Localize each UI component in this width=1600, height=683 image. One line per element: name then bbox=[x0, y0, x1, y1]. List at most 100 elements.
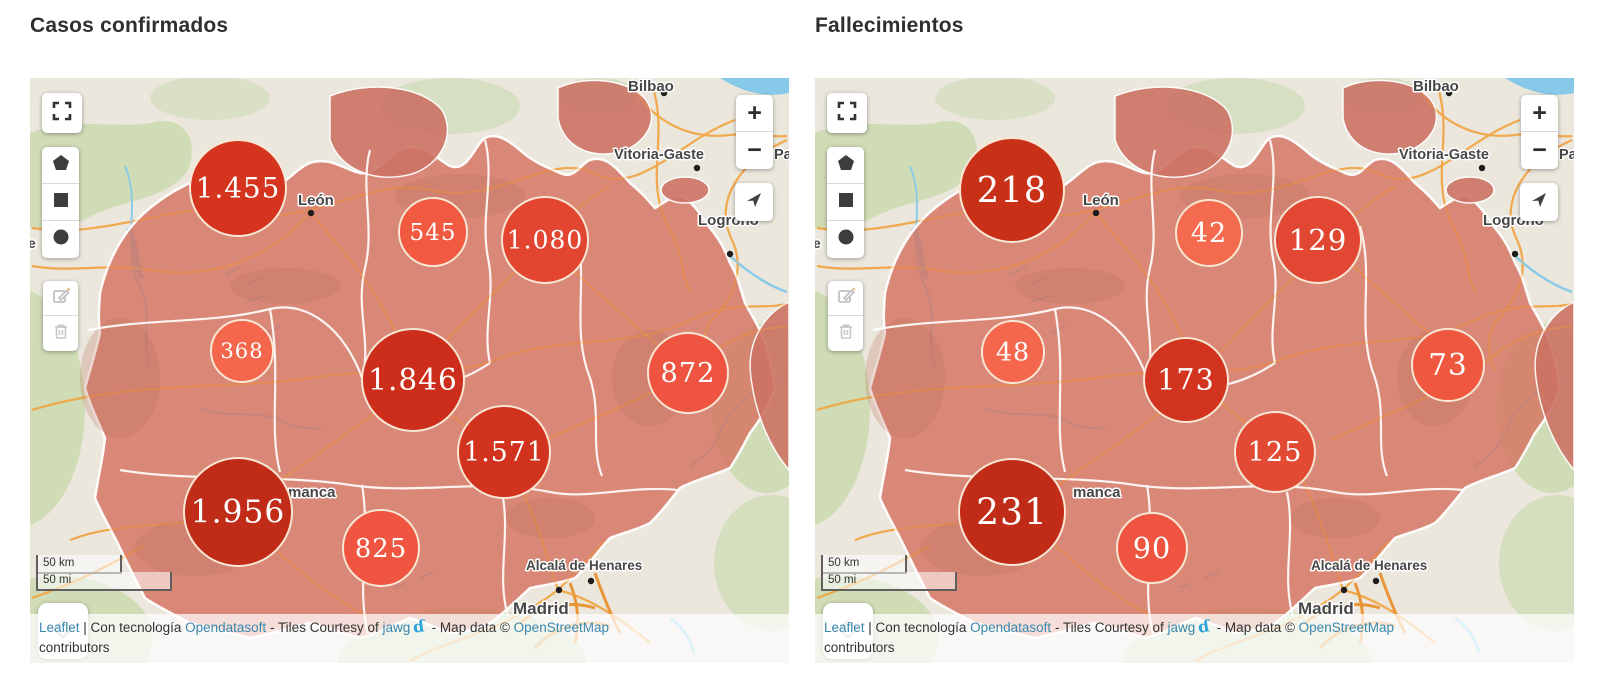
map-casos-confirmados[interactable]: Bilbao Vitoria-Gaste Pa Logroño León manca e Al… bbox=[30, 78, 789, 663]
locate-button[interactable] bbox=[735, 183, 773, 221]
scale-mi-label: 50 mi bbox=[36, 572, 172, 591]
bubble-value: 73 bbox=[1428, 348, 1468, 382]
map-fallecimientos[interactable]: Bilbao Vitoria-Gaste Pa Logroño León manca e Al… bbox=[815, 78, 1574, 663]
attribution-text: contributors bbox=[39, 640, 110, 655]
edit-shapes-button[interactable] bbox=[828, 281, 863, 316]
scale-control: 50 km 50 mi bbox=[821, 555, 957, 591]
city-label: e bbox=[815, 235, 821, 251]
trash-icon bbox=[836, 321, 856, 346]
attribution: Leaflet | Con tecnología Opendatasoft - … bbox=[30, 614, 789, 663]
attribution-link-jawg[interactable]: jawg bbox=[382, 620, 411, 635]
edit-toolbar bbox=[828, 281, 863, 351]
city-label: Alcalá de Henares bbox=[1311, 558, 1427, 573]
draw-polygon-button[interactable] bbox=[42, 147, 79, 184]
locate-control bbox=[735, 183, 773, 221]
city-label: manca bbox=[288, 484, 336, 501]
attribution-text: - Map data © bbox=[1212, 620, 1299, 635]
city-label: Bilbao bbox=[1413, 78, 1459, 95]
rectangle-icon bbox=[51, 190, 71, 215]
draw-circle-button[interactable] bbox=[42, 221, 79, 258]
fullscreen-button[interactable] bbox=[42, 93, 82, 133]
attribution-link-openstreetmap[interactable]: OpenStreetMap bbox=[1298, 620, 1394, 635]
bubble-value: 129 bbox=[1289, 223, 1348, 257]
attribution-text: - Tiles Courtesy of bbox=[1051, 620, 1168, 635]
scale-control: 50 km 50 mi bbox=[36, 555, 172, 591]
bubble-value: 42 bbox=[1191, 218, 1227, 249]
draw-polygon-button[interactable] bbox=[827, 147, 864, 184]
bubble-marker[interactable]: 73 bbox=[1411, 328, 1485, 402]
page-title: Casos confirmados bbox=[30, 14, 229, 37]
attribution-link-opendatasoft[interactable]: Opendatasoft bbox=[185, 620, 267, 635]
bubble-marker[interactable]: 1.846 bbox=[361, 328, 465, 432]
jawg-icon: ɗ bbox=[411, 616, 427, 637]
city-label: Vitoria-Gaste bbox=[614, 147, 704, 163]
panel-casos-confirmados: Casos confirmados Bilbao Vitoria-Gaste Pa L… bbox=[30, 0, 789, 683]
bubble-value: 125 bbox=[1248, 437, 1303, 468]
circle-icon bbox=[51, 227, 71, 252]
panel-fallecimientos: Fallecimientos Bilbao Vitoria-Gaste Pa Logr… bbox=[815, 0, 1574, 683]
draw-toolbar bbox=[827, 147, 864, 258]
fullscreen-button[interactable] bbox=[827, 93, 867, 133]
bubble-marker[interactable]: 1.956 bbox=[183, 457, 293, 567]
zoom-in-button[interactable]: + bbox=[736, 95, 773, 132]
zoom-out-button[interactable]: − bbox=[1532, 136, 1547, 164]
bubble-value: 1.455 bbox=[196, 171, 281, 204]
bubble-marker[interactable]: 825 bbox=[342, 509, 420, 587]
draw-rectangle-button[interactable] bbox=[827, 184, 864, 221]
delete-shapes-button[interactable] bbox=[828, 316, 863, 351]
locate-control bbox=[1520, 183, 1558, 221]
bubble-value: 1.846 bbox=[368, 363, 458, 397]
bubble-value: 173 bbox=[1157, 363, 1215, 397]
edit-shapes-button[interactable] bbox=[43, 281, 78, 316]
city-label: Alcalá de Henares bbox=[526, 558, 642, 573]
bubble-value: 872 bbox=[661, 358, 716, 389]
attribution-link-openstreetmap[interactable]: OpenStreetMap bbox=[513, 620, 609, 635]
bubble-marker[interactable]: 1.455 bbox=[189, 139, 287, 237]
page-title: Fallecimientos bbox=[815, 14, 964, 37]
zoom-control: + − bbox=[736, 95, 773, 169]
bubble-marker[interactable]: 218 bbox=[959, 137, 1065, 243]
attribution-text: | Con tecnología bbox=[864, 620, 971, 635]
zoom-out-button[interactable]: − bbox=[747, 136, 762, 164]
bubble-marker[interactable]: 125 bbox=[1234, 411, 1316, 493]
polygon-icon bbox=[836, 153, 856, 178]
polygon-icon bbox=[51, 153, 71, 178]
delete-shapes-button[interactable] bbox=[43, 316, 78, 351]
bubble-marker[interactable]: 1.571 bbox=[457, 405, 551, 499]
bubble-marker[interactable]: 173 bbox=[1143, 337, 1229, 423]
bubble-value: 1.080 bbox=[507, 225, 583, 254]
bubble-marker[interactable]: 231 bbox=[958, 458, 1066, 566]
scale-mi-label: 50 mi bbox=[821, 572, 957, 591]
bubble-marker[interactable]: 872 bbox=[647, 332, 729, 414]
zoom-in-button[interactable]: + bbox=[1521, 95, 1558, 132]
trash-icon bbox=[51, 321, 71, 346]
bubble-marker[interactable]: 129 bbox=[1274, 196, 1362, 284]
attribution: Leaflet | Con tecnología Opendatasoft - … bbox=[815, 614, 1574, 663]
bubble-value: 48 bbox=[996, 337, 1030, 367]
bubble-marker[interactable]: 48 bbox=[981, 320, 1045, 384]
bubble-value: 1.956 bbox=[191, 495, 286, 531]
locate-button[interactable] bbox=[1520, 183, 1558, 221]
attribution-link-leaflet[interactable]: Leaflet bbox=[39, 620, 80, 635]
bubble-marker[interactable]: 368 bbox=[210, 319, 274, 383]
edit-icon bbox=[836, 286, 856, 311]
bubble-marker[interactable]: 90 bbox=[1116, 512, 1188, 584]
draw-circle-button[interactable] bbox=[827, 221, 864, 258]
bubble-marker[interactable]: 545 bbox=[398, 197, 468, 267]
city-label: León bbox=[1083, 192, 1119, 209]
draw-rectangle-button[interactable] bbox=[42, 184, 79, 221]
bubble-value: 90 bbox=[1133, 531, 1172, 565]
bubble-value: 368 bbox=[220, 338, 263, 363]
bubble-value: 231 bbox=[976, 492, 1048, 533]
city-label: Bilbao bbox=[628, 78, 674, 95]
rectangle-icon bbox=[836, 190, 856, 215]
attribution-link-opendatasoft[interactable]: Opendatasoft bbox=[970, 620, 1052, 635]
attribution-link-leaflet[interactable]: Leaflet bbox=[824, 620, 865, 635]
bubble-marker[interactable]: 1.080 bbox=[501, 196, 589, 284]
edit-toolbar bbox=[43, 281, 78, 351]
attribution-link-jawg[interactable]: jawg bbox=[1167, 620, 1196, 635]
circle-icon bbox=[836, 227, 856, 252]
bubble-marker[interactable]: 42 bbox=[1175, 199, 1243, 267]
attribution-text: - Map data © bbox=[427, 620, 514, 635]
bubble-value: 825 bbox=[355, 534, 407, 564]
